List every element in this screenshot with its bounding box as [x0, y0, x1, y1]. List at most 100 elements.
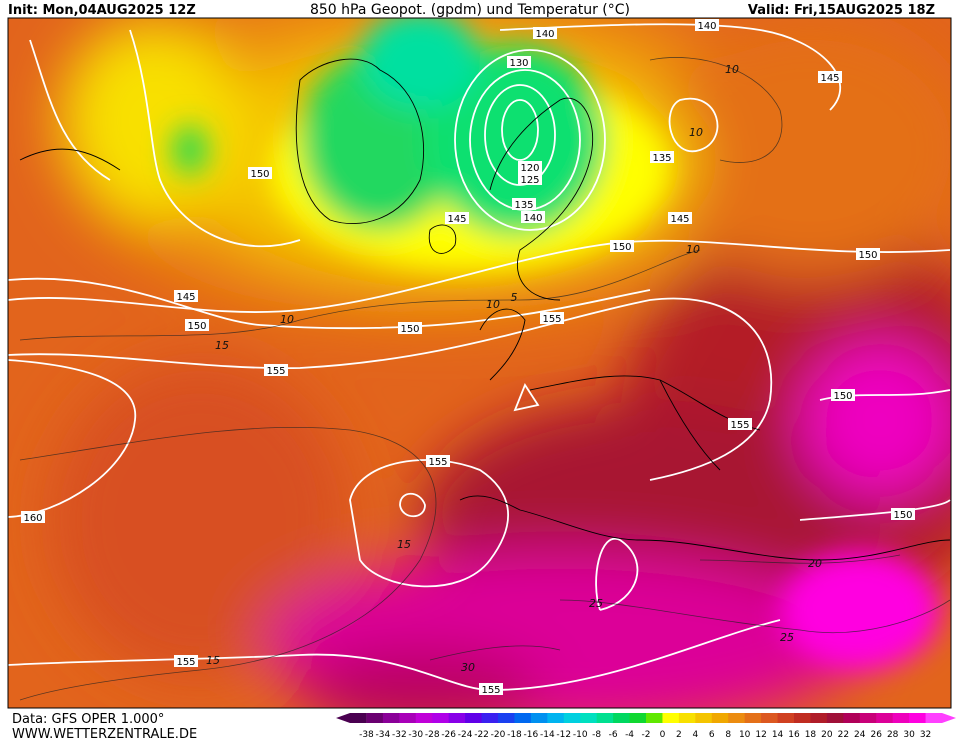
colorbar-swatch	[465, 713, 483, 723]
colorbar-label: 16	[788, 730, 800, 740]
temperature-label: 30	[461, 661, 475, 674]
colorbar-swatch	[448, 713, 466, 723]
colorbar-label: -6	[609, 730, 618, 740]
colorbar-label: -28	[425, 730, 440, 740]
geopotential-label: 145	[176, 292, 195, 303]
label-box	[668, 212, 692, 224]
geopotential-label: 150	[612, 242, 631, 253]
geopotential-label: 145	[447, 214, 466, 225]
colorbar-swatch	[596, 713, 614, 723]
temperature-labels: 10 10 10 10 5 10 15 15 15 20 25 25 30	[206, 63, 822, 674]
label-box	[695, 19, 719, 31]
colorbar-swatch	[909, 713, 927, 723]
colorbar-swatch	[382, 713, 400, 723]
map-title: 850 hPa Geopot. (gpdm) und Temperatur (°…	[310, 2, 630, 18]
geopotential-label: 160	[23, 513, 42, 524]
geopotential-label: 140	[523, 213, 542, 224]
label-box	[856, 248, 880, 260]
isotherms	[19, 57, 951, 701]
label-box	[518, 161, 542, 173]
temperature-label: 15	[206, 654, 220, 667]
temperature-label: 15	[397, 538, 411, 551]
label-box	[174, 655, 198, 667]
geopotential-label: 150	[858, 250, 877, 261]
colorbar-swatch	[876, 713, 894, 723]
colorbar-swatch	[498, 713, 515, 723]
geopotential-label: 155	[730, 420, 749, 431]
label-box	[426, 455, 450, 467]
colorbar-label: 4	[692, 730, 698, 740]
label-box	[264, 364, 288, 376]
colorbar-label: -24	[458, 730, 473, 740]
colorbar-swatch	[711, 713, 729, 723]
colorbar-swatch	[744, 713, 762, 723]
geopotential-label: 140	[697, 21, 716, 32]
label-box	[512, 198, 536, 210]
colorbar-label: 22	[838, 730, 849, 740]
colorbar-swatch	[777, 713, 795, 723]
geopotential-label: 150	[187, 321, 206, 332]
temperature-label: 25	[780, 631, 794, 644]
temperature-label: 15	[215, 339, 229, 352]
colorbar-arrow-right	[925, 713, 956, 723]
colorbar-label: 20	[821, 730, 833, 740]
colorbar-swatch	[514, 713, 532, 723]
geopotential-label: 135	[514, 200, 533, 211]
temperature-label: 10	[280, 313, 294, 326]
valid-time: Valid: Fri,15AUG2025 18Z	[748, 3, 935, 18]
colorbar-label: 24	[854, 730, 866, 740]
temperature-label: 25	[589, 597, 603, 610]
geopotential-label: 140	[535, 29, 554, 40]
geopotential-label: 125	[520, 175, 539, 186]
colorbar-label: 18	[805, 730, 817, 740]
geopotential-label: 155	[176, 657, 195, 668]
geopotential-label: 150	[893, 510, 912, 521]
colorbar-swatch	[662, 713, 680, 723]
temperature-label: 10	[689, 126, 703, 139]
colorbar-label: 26	[870, 730, 882, 740]
colorbar-swatch	[399, 713, 417, 723]
colorbar-swatch	[826, 713, 844, 723]
label-box	[248, 167, 272, 179]
label-box	[518, 173, 542, 185]
geopotential-label: 150	[250, 169, 269, 180]
colorbar-label: -16	[524, 730, 539, 740]
label-box	[507, 56, 531, 68]
colorbar-swatch	[415, 713, 433, 723]
colorbar-swatch	[678, 713, 696, 723]
colorbar-swatch	[646, 713, 663, 723]
label-box	[185, 319, 209, 331]
colorbar-label: 32	[920, 730, 931, 740]
colorbar-label: 10	[739, 730, 751, 740]
colorbar-label: -32	[392, 730, 407, 740]
colorbar-label: 14	[772, 730, 784, 740]
geopotential-label: 135	[652, 153, 671, 164]
label-box	[818, 71, 842, 83]
temperature-label: 10	[686, 243, 700, 256]
label-box	[728, 418, 752, 430]
colorbar-swatch	[547, 713, 565, 723]
geopotential-contours	[8, 23, 951, 691]
coastlines	[19, 58, 951, 561]
colorbar-swatch	[728, 713, 746, 723]
colorbar-swatch	[432, 713, 450, 723]
colorbar-label: -38	[359, 730, 374, 740]
geopotential-label: 130	[509, 58, 528, 69]
colorbar-swatch	[843, 713, 861, 723]
colorbar-swatch	[794, 713, 811, 723]
colorbar-swatch	[563, 713, 581, 723]
label-box	[398, 322, 422, 334]
colorbar-swatch	[761, 713, 779, 723]
label-box	[540, 312, 564, 324]
label-box	[533, 27, 557, 39]
label-box	[479, 683, 503, 695]
colorbar-label: -4	[625, 730, 634, 740]
colorbar-swatch	[892, 713, 910, 723]
colorbar-label: -18	[507, 730, 522, 740]
geopotential-label: 155	[428, 457, 447, 468]
colorbar-label: -34	[376, 730, 391, 740]
label-box	[521, 211, 545, 223]
colorbar-arrow-left	[336, 713, 367, 723]
